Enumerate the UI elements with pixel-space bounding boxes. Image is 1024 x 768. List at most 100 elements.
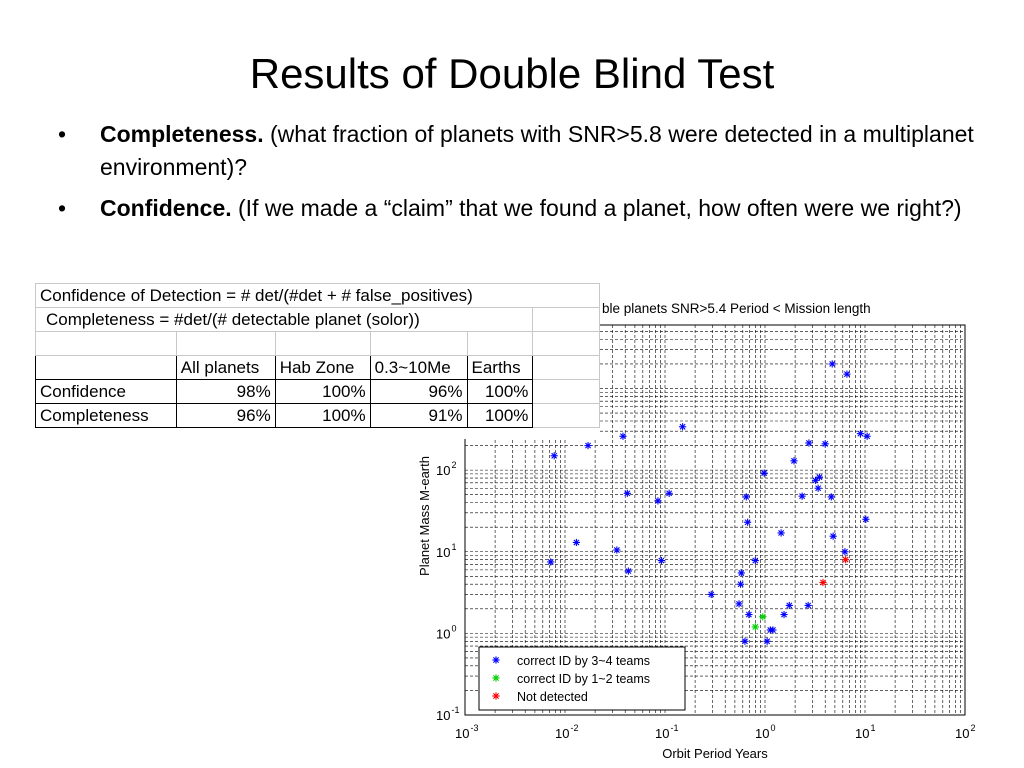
data-point [547,558,555,566]
table-header: Earths [466,355,534,380]
data-point [841,548,849,556]
table-row: Completeness 96% 100% 91% 100% [35,403,600,428]
data-point [780,610,788,619]
bullet-marker: • [58,195,67,221]
x-tick-label: 101 [855,723,875,741]
data-point [777,529,785,537]
table-header: Hab Zone [274,355,371,380]
legend-marker [492,692,500,700]
y-axis-label: Planet Mass M-earth [417,456,432,576]
data-point [769,626,777,634]
data-point [815,473,824,481]
data-point [814,484,822,492]
data-point [829,532,837,540]
table-row: Confidence 98% 100% 96% 100% [35,379,600,404]
results-table-panel: Confidence of Detection = # det/(#det + … [34,283,600,439]
confidence-formula: Confidence of Detection = # det/(#det + … [35,283,600,308]
legend-label: correct ID by 3~4 teams [517,654,650,668]
plot-frame [464,324,966,716]
table-cell [532,307,600,332]
data-point [862,515,870,523]
data-point [759,613,767,621]
row-label: Confidence [35,379,177,404]
y-tick-label: 10-1 [436,705,459,723]
data-point [624,567,632,575]
data-point [828,360,836,368]
data-point [657,556,665,565]
table-cell: 98% [175,379,276,404]
bullet-list: • Completeness. (what fraction of planet… [58,118,978,233]
table-cell: 100% [466,379,534,404]
x-tick-labels: 10-3 10-2 10-1 100 101 102 [455,723,975,741]
table-cell: 100% [274,403,371,428]
table-cell: 100% [274,379,371,404]
bullet-marker: • [58,121,67,147]
data-point [863,432,871,440]
data-point [790,457,798,465]
data-point [842,556,850,564]
x-tick-label: 10-2 [555,723,578,741]
legend-label: Not detected [517,690,588,704]
data-point [804,601,812,610]
table-header: 0.3~10Me [369,355,468,380]
data-point [751,623,759,631]
y-tick-labels: 10-1 100 101 102 [436,460,459,723]
data-point [827,493,835,501]
y-tick-label: 101 [436,542,456,560]
bullet-confidence: • Confidence. (If we made a “claim” that… [58,192,978,225]
table-cell: 100% [466,403,534,428]
table-header-row: All planets Hab Zone 0.3~10Me Earths [35,355,600,380]
bullet-term: Completeness. [100,121,264,147]
data-point [745,610,753,619]
row-label: Completeness [35,403,177,428]
table-header: All planets [175,355,276,380]
data-point [550,452,558,460]
x-axis-label: Orbit Period Years [662,746,768,761]
data-point [744,518,752,526]
x-tick-label: 102 [955,723,975,741]
table-note-row: Completeness = #det/(# detectable planet… [34,307,600,332]
data-point [763,637,771,645]
legend-box [478,646,686,711]
table-cell: 96% [175,403,276,428]
data-point [741,637,749,645]
data-point [572,538,580,547]
completeness-formula: Completeness = #det/(# detectable planet… [34,307,534,332]
data-point [737,569,745,577]
data-point [798,492,806,500]
data-point [613,546,621,554]
bullet-text: (If we made a “claim” that we found a pl… [231,195,962,221]
data-point [735,600,743,608]
data-point [736,580,745,588]
bullet-text: (what fraction of planets with SNR>5.8 w… [100,121,974,180]
table-header [35,355,177,380]
plot-title: ble planets SNR>5.4 Period < Mission len… [602,301,871,316]
data-points [547,360,871,645]
plot-svg: ble planets SNR>5.4 Period < Mission len… [417,301,975,761]
table-note-row: Confidence of Detection = # det/(#det + … [35,283,600,308]
x-tick-label: 100 [755,723,775,741]
bullet-term: Confidence. [100,195,232,221]
data-point [856,430,865,438]
data-point [707,590,715,599]
table-cell: 91% [369,403,468,428]
data-point [751,556,759,565]
scatter-plot: ble planets SNR>5.4 Period < Mission len… [410,290,1024,768]
legend-label: correct ID by 1~2 teams [517,672,650,686]
data-point [619,432,627,440]
y-tick-label: 100 [436,623,456,641]
legend-marker [492,656,500,664]
data-point [665,489,673,497]
data-point [819,578,827,587]
data-point [654,497,662,505]
data-point [843,370,851,378]
data-point [760,469,768,477]
y-tick-label: 102 [436,460,456,478]
data-point [785,601,793,610]
slide-title: Results of Double Blind Test [249,50,775,98]
data-point [584,441,592,450]
x-tick-label: 10-1 [655,723,678,741]
data-point [821,440,829,448]
data-point [805,439,813,447]
data-point [679,423,687,431]
